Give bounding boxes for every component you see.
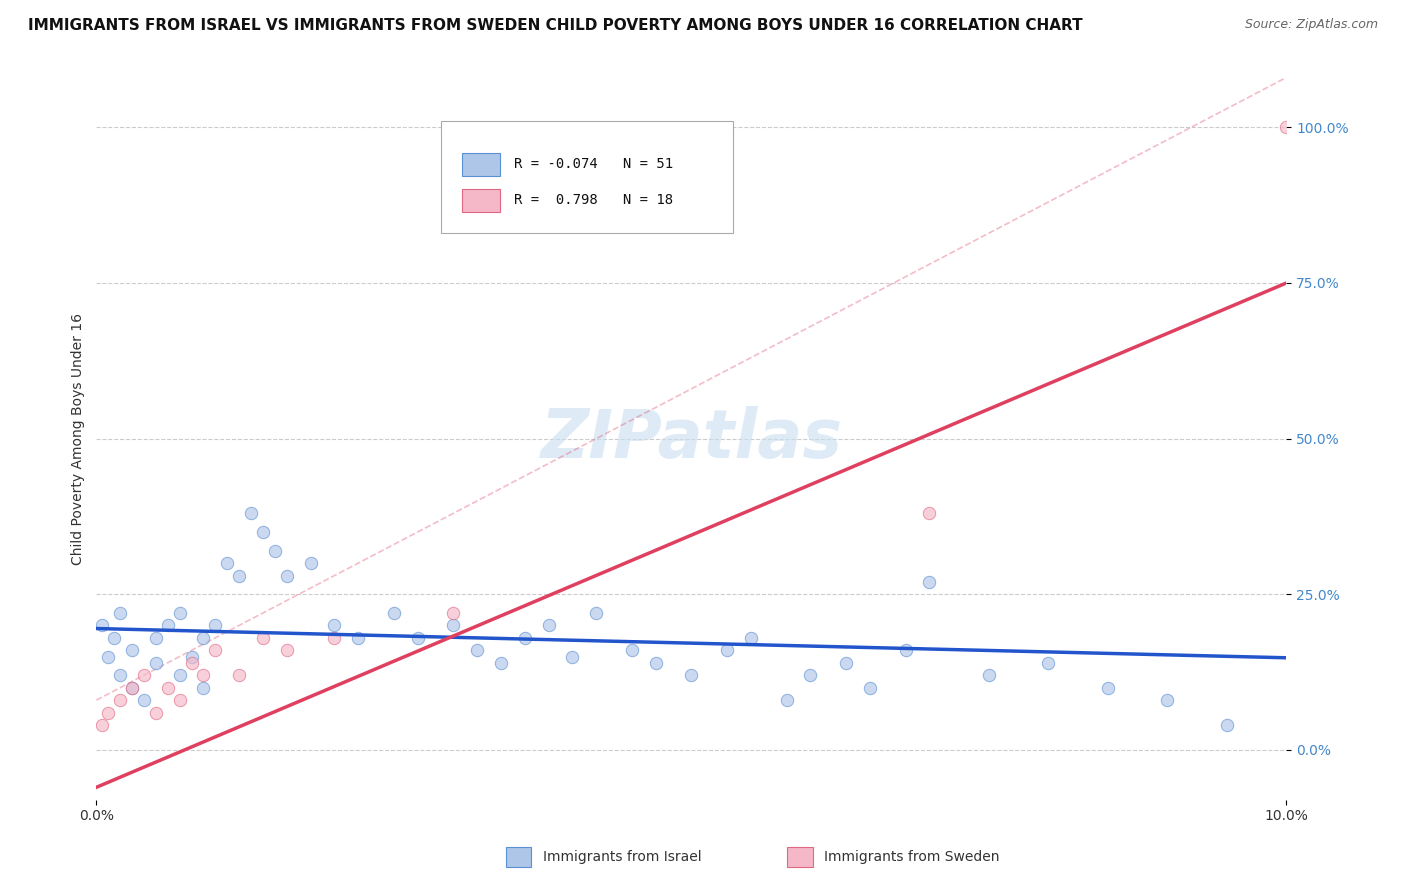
Point (132, 693, 155, 707)
Point (323, 618, 346, 632)
Point (585, 606, 607, 620)
Point (644, 656, 666, 670)
Point (132, 668, 155, 682)
Point (228, 668, 250, 682)
Point (620, 643, 643, 657)
Point (145, 706, 167, 720)
Point (894, 643, 917, 657)
Point (156, 681, 179, 695)
Point (252, 631, 274, 645)
Point (382, 606, 405, 620)
Point (263, 543, 285, 558)
Point (441, 606, 464, 620)
Point (1038, 656, 1060, 670)
Point (835, 656, 858, 670)
Point (252, 524, 274, 539)
Point (145, 631, 167, 645)
Point (193, 681, 215, 695)
Point (775, 693, 797, 707)
Point (97, 706, 120, 720)
Point (108, 668, 131, 682)
Point (91, 618, 114, 632)
Text: Immigrants from Sweden: Immigrants from Sweden (824, 850, 1000, 864)
Y-axis label: Child Poverty Among Boys Under 16: Child Poverty Among Boys Under 16 (72, 312, 86, 565)
Point (681, 668, 703, 682)
Text: IMMIGRANTS FROM ISRAEL VS IMMIGRANTS FROM SWEDEN CHILD POVERTY AMONG BOYS UNDER : IMMIGRANTS FROM ISRAEL VS IMMIGRANTS FRO… (28, 18, 1083, 33)
Point (204, 643, 226, 657)
Text: Source: ZipAtlas.com: Source: ZipAtlas.com (1244, 18, 1378, 31)
Point (347, 631, 370, 645)
Text: Immigrants from Israel: Immigrants from Israel (543, 850, 702, 864)
Point (561, 649, 583, 664)
Point (1097, 681, 1119, 695)
Point (799, 668, 821, 682)
Point (169, 693, 191, 707)
Point (108, 606, 131, 620)
Text: R = -0.074   N = 51: R = -0.074 N = 51 (515, 157, 673, 171)
Point (299, 556, 322, 570)
Point (97, 649, 120, 664)
Point (193, 631, 215, 645)
FancyBboxPatch shape (461, 189, 499, 211)
Point (1156, 693, 1178, 707)
Point (121, 643, 143, 657)
Point (918, 574, 941, 589)
Point (121, 681, 143, 695)
Point (465, 643, 488, 657)
Point (1275, 120, 1298, 135)
Text: ZIPatlas: ZIPatlas (540, 406, 842, 472)
Point (513, 631, 536, 645)
Point (103, 631, 125, 645)
Text: R =  0.798   N = 18: R = 0.798 N = 18 (515, 194, 673, 207)
Point (217, 556, 239, 570)
Point (276, 568, 298, 582)
Point (489, 656, 512, 670)
Point (441, 618, 464, 632)
Point (716, 643, 738, 657)
Point (156, 618, 179, 632)
Point (169, 668, 191, 682)
Point (180, 649, 202, 664)
Point (204, 618, 226, 632)
Point (276, 643, 298, 657)
Point (108, 693, 131, 707)
Point (406, 631, 429, 645)
Point (859, 681, 882, 695)
Point (537, 618, 560, 632)
Point (145, 656, 167, 670)
Point (323, 631, 346, 645)
Point (240, 506, 263, 520)
FancyBboxPatch shape (441, 120, 733, 233)
Point (1216, 718, 1239, 732)
FancyBboxPatch shape (461, 153, 499, 176)
Point (918, 506, 941, 520)
Point (180, 656, 202, 670)
Point (121, 681, 143, 695)
Point (91, 718, 114, 732)
Point (740, 631, 762, 645)
Point (169, 606, 191, 620)
Point (193, 668, 215, 682)
Point (228, 568, 250, 582)
Point (977, 668, 1000, 682)
